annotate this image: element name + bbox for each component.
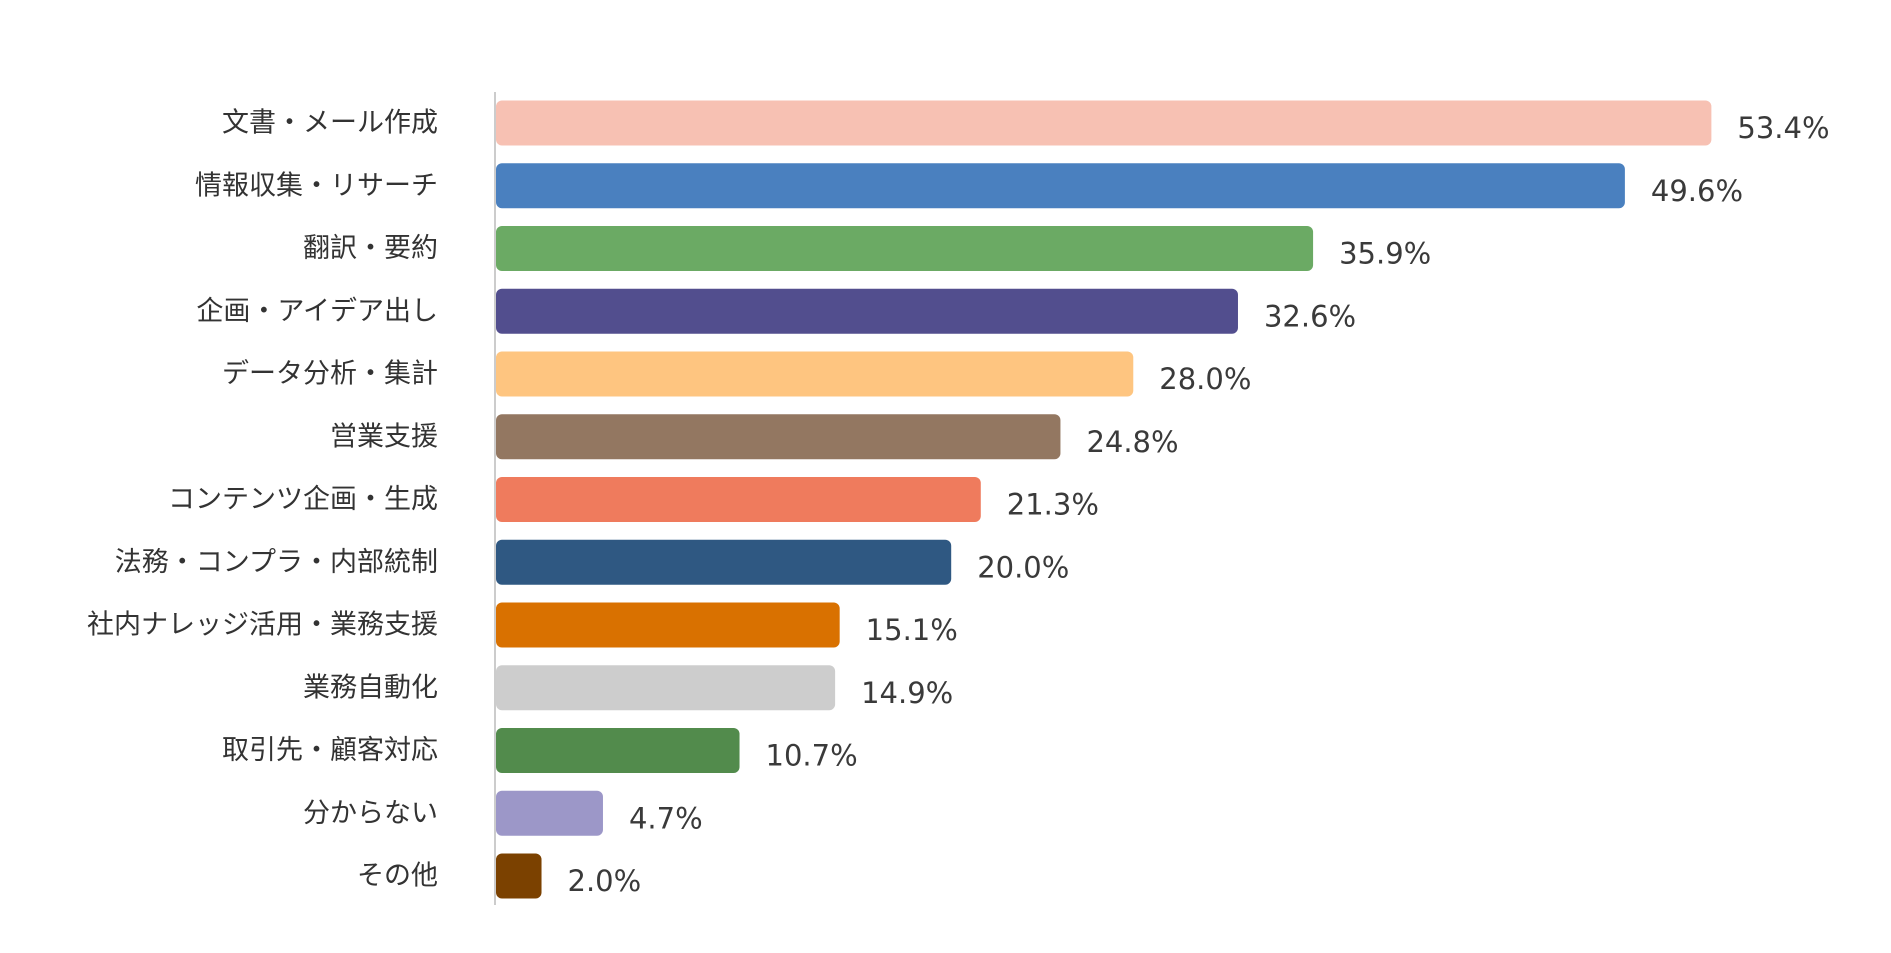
category-label: 法務・コンプラ・内部統制 (115, 547, 438, 578)
category-label: 文書・メール作成 (222, 108, 438, 139)
category-label: 取引先・顧客対応 (222, 735, 438, 766)
category-label: コンテンツ企画・生成 (168, 484, 438, 515)
bar-1 (496, 163, 1625, 209)
value-labels-group: 53.4% 49.6% 35.9% 32.6% 28.0% 24.8% 21.3% 20.0%… (568, 111, 1830, 898)
value-label: 49.6% (1651, 174, 1743, 208)
category-label: データ分析・集計 (222, 359, 438, 390)
bar-0 (496, 100, 1712, 146)
category-label: 業務自動化 (303, 672, 438, 703)
category-label: 社内ナレッジ活用・業務支援 (87, 610, 438, 641)
bar-4 (496, 351, 1134, 397)
bar-7 (496, 539, 952, 585)
value-label: 53.4% (1737, 111, 1829, 145)
category-label: 分からない (303, 798, 438, 829)
bar-11 (496, 790, 603, 836)
value-label: 35.9% (1339, 237, 1431, 271)
bar-2 (496, 226, 1314, 271)
category-label: 翻訳・要約 (303, 233, 438, 264)
bar-6 (496, 477, 981, 522)
value-label: 24.8% (1086, 425, 1178, 459)
value-label: 14.9% (861, 676, 953, 710)
category-label: その他 (357, 861, 438, 892)
value-label: 28.0% (1159, 362, 1251, 396)
category-label: 情報収集・リサーチ (195, 170, 438, 201)
value-label: 4.7% (629, 801, 703, 835)
bars-group (496, 100, 1712, 899)
category-labels-group: 文書・メール作成情報収集・リサーチ翻訳・要約企画・アイデア出しデータ分析・集計営… (87, 108, 438, 892)
bar-5 (496, 414, 1061, 460)
bar-10 (496, 728, 740, 773)
value-label: 10.7% (766, 739, 858, 773)
value-label: 15.1% (866, 613, 958, 647)
value-label: 21.3% (1007, 488, 1099, 522)
bar-12 (496, 853, 542, 899)
category-label: 営業支援 (330, 421, 438, 452)
bar-9 (496, 665, 836, 711)
value-label: 2.0% (568, 864, 642, 898)
bar-3 (496, 288, 1238, 334)
bar-8 (496, 602, 840, 648)
value-label: 32.6% (1264, 299, 1356, 333)
category-label: 企画・アイデア出し (196, 296, 438, 327)
value-label: 20.0% (977, 550, 1069, 584)
